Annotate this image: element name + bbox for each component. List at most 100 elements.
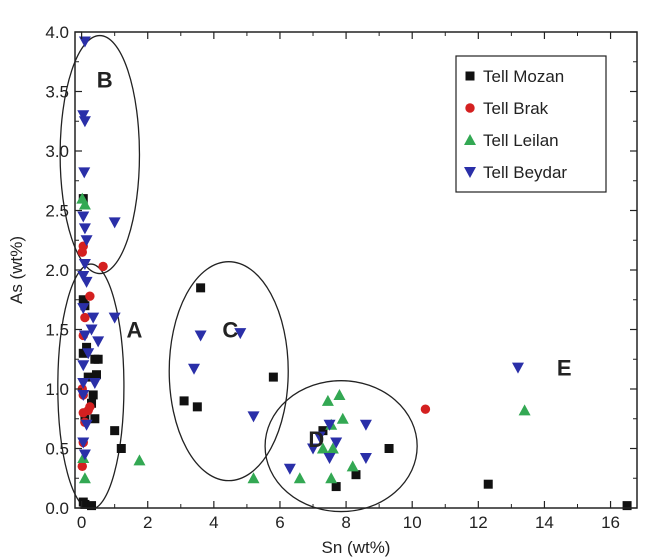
point-tell-beydar [78, 330, 91, 342]
point-tell-mozan [110, 426, 120, 436]
point-tell-mozan [116, 444, 126, 453]
y-tick-label: 4.0 [45, 23, 69, 42]
point-tell-brak [420, 404, 431, 414]
y-tick-label: 2.0 [45, 261, 69, 280]
point-tell-brak [80, 312, 90, 323]
point-tell-beydar [77, 389, 90, 401]
point-tell-leilan [326, 442, 339, 454]
point-tell-leilan [316, 442, 329, 454]
point-tell-leilan [293, 472, 306, 484]
point-tell-leilan [336, 412, 349, 424]
point-tell-mozan [179, 396, 189, 406]
point-tell-brak [85, 291, 95, 301]
legend: Tell Mozan Tell Brak Tell Leilan Tell Beyda… [455, 55, 607, 193]
x-tick-label: 16 [601, 513, 620, 532]
point-tell-leilan [247, 472, 260, 484]
x-tick-label: 12 [469, 513, 488, 532]
legend-items: Tell Mozan Tell Brak Tell Leilan Tell Beyda… [464, 67, 567, 182]
legend-marker-tell-mozan [465, 71, 475, 81]
point-tell-brak [77, 247, 87, 257]
group-label-c: C [222, 318, 238, 343]
point-tell-brak [85, 402, 95, 412]
x-tick-label: 4 [209, 513, 218, 532]
point-tell-beydar [78, 259, 91, 271]
point-tell-mozan [90, 414, 100, 424]
legend-label-tell-leilan: Tell Leilan [483, 131, 559, 150]
point-tell-beydar [359, 453, 372, 465]
legend-label-tell-brak: Tell Brak [483, 99, 549, 118]
point-tell-beydar [77, 437, 90, 449]
point-tell-leilan [77, 452, 90, 464]
point-tell-beydar [247, 411, 260, 423]
y-axis-title: As (wt%) [7, 236, 26, 304]
point-tell-mozan [88, 390, 98, 400]
x-tick-label: 8 [341, 513, 350, 532]
point-tell-mozan [318, 426, 328, 436]
x-tick-label: 10 [403, 513, 422, 532]
group-ellipse-b [59, 34, 141, 275]
point-tell-leilan [518, 404, 531, 416]
axis-ticks: 0 2 4 6 8 10 12 14 16 0.0 0.5 1.0 1.5 2.0 2.5 3.0 3.5 4.0 [45, 23, 637, 532]
point-tell-beydar [85, 324, 98, 336]
point-tell-mozan [268, 372, 278, 382]
y-tick-label: 2.5 [45, 202, 69, 221]
point-tell-leilan [325, 472, 338, 484]
point-tell-mozan [78, 348, 88, 358]
group-label-a: A [127, 318, 143, 343]
point-tell-mozan [351, 470, 361, 480]
point-tell-leilan [346, 460, 359, 472]
point-tell-beydar [77, 110, 90, 122]
legend-marker-tell-beydar [464, 167, 476, 178]
point-tell-beydar [80, 235, 93, 247]
x-tick-label: 0 [77, 513, 86, 532]
point-tell-beydar [511, 362, 524, 374]
data-points [76, 36, 632, 511]
point-tell-beydar [234, 328, 247, 340]
point-tell-beydar [77, 270, 90, 282]
point-tell-mozan [83, 372, 93, 382]
y-tick-label: 1.5 [45, 321, 69, 340]
x-axis-title: Sn (wt%) [322, 538, 391, 557]
x-tick-label: 2 [143, 513, 152, 532]
point-tell-beydar [108, 217, 121, 229]
legend-label-tell-mozan: Tell Mozan [483, 67, 564, 86]
point-tell-brak [77, 461, 87, 472]
point-tell-mozan [78, 295, 88, 305]
y-tick-label: 0.5 [45, 440, 69, 459]
point-tell-mozan [93, 354, 103, 364]
point-tell-beydar [78, 116, 91, 128]
point-tell-leilan [333, 388, 346, 400]
point-tell-leilan [78, 472, 91, 484]
point-tell-beydar [92, 336, 105, 348]
point-tell-beydar [188, 363, 201, 375]
legend-marker-tell-brak [465, 103, 475, 113]
point-tell-beydar [82, 348, 95, 360]
point-tell-mozan [82, 342, 92, 352]
series-tell-leilan [76, 192, 531, 484]
point-tell-beydar [108, 312, 121, 324]
point-tell-beydar [78, 223, 91, 235]
y-tick-label: 1.0 [45, 380, 69, 399]
y-tick-label: 3.0 [45, 142, 69, 161]
point-tell-beydar [78, 449, 91, 461]
point-tell-brak [98, 261, 108, 272]
point-tell-beydar [77, 360, 90, 372]
point-tell-beydar [78, 36, 91, 48]
point-tell-mozan [87, 501, 97, 511]
point-tell-beydar [323, 453, 336, 465]
point-tell-leilan [78, 198, 91, 210]
group-label-d: D [308, 427, 324, 452]
point-tell-mozan [483, 479, 493, 489]
point-tell-mozan [384, 444, 394, 453]
group-ellipse-c [168, 261, 289, 482]
point-tell-beydar [77, 378, 90, 390]
point-tell-mozan [91, 370, 101, 380]
point-tell-beydar [80, 276, 93, 288]
point-tell-beydar [88, 378, 101, 390]
point-tell-mozan [80, 499, 90, 509]
point-tell-beydar [313, 431, 326, 443]
y-tick-label: 3.5 [45, 83, 69, 102]
point-tell-beydar [323, 419, 336, 431]
point-tell-leilan [133, 454, 146, 466]
